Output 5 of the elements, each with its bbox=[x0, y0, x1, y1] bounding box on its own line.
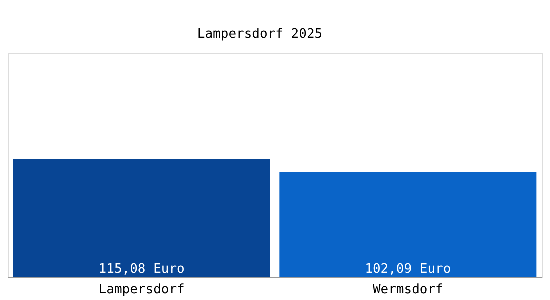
chart-title: Lampersdorf 2025 bbox=[197, 27, 323, 42]
data-label: 102,09 Euro bbox=[365, 262, 452, 277]
x-tick-label: Wermsdorf bbox=[372, 282, 444, 298]
x-tick-label: Lampersdorf bbox=[98, 282, 185, 298]
data-label: 115,08 Euro bbox=[98, 262, 185, 277]
